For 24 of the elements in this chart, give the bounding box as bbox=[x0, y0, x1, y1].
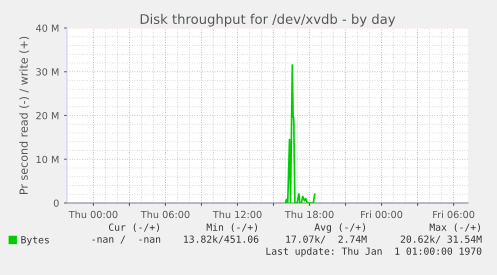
chart-title: Disk throughput for /dev/xvdb - by day bbox=[140, 14, 396, 27]
y-tick-label: 10 M bbox=[36, 156, 58, 164]
text: Avg (-/+) bbox=[314, 223, 365, 233]
y-tick-label: 0 bbox=[54, 199, 59, 207]
text: 20.62k/ 31.54M bbox=[400, 235, 482, 244]
x-tick-label: Fri 00:00 bbox=[361, 210, 402, 218]
y-tick-label: 40 M bbox=[36, 24, 58, 32]
text: 13.82k/451.06 bbox=[184, 235, 258, 244]
x-tick-label: Thu 00:00 bbox=[68, 210, 118, 218]
legend-label: Bytes bbox=[21, 236, 49, 246]
text: Max (-/+) bbox=[430, 223, 480, 232]
y-axis-title: Pr second read (-) / write (+) bbox=[19, 36, 30, 194]
x-tick-label: Thu 18:00 bbox=[284, 210, 334, 218]
x-tick-label: Fri 06:00 bbox=[433, 210, 474, 218]
y-tick-label: 30 M bbox=[36, 68, 58, 76]
x-tick-label: Thu 12:00 bbox=[212, 210, 262, 218]
line-series bbox=[284, 64, 316, 203]
text: 17.07k/ 2.74M bbox=[286, 235, 367, 244]
text: Min (-/+) bbox=[206, 223, 257, 232]
x-tick-label: Thu 06:00 bbox=[140, 210, 190, 218]
y-tick-label: 20 M bbox=[36, 112, 58, 120]
text: Cur (-/+) bbox=[108, 223, 159, 232]
text: -nan / -nan bbox=[92, 236, 160, 244]
text: Last update: Thu Jan 1 01:00:00 1970 bbox=[266, 247, 482, 257]
